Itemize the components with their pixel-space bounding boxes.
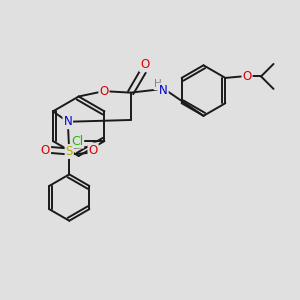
Text: O: O xyxy=(242,70,252,83)
Text: Cl: Cl xyxy=(71,135,83,148)
Text: N: N xyxy=(63,115,72,128)
Text: O: O xyxy=(140,58,149,71)
Text: O: O xyxy=(88,143,98,157)
Text: H: H xyxy=(154,79,162,89)
Text: N: N xyxy=(159,84,168,97)
Text: O: O xyxy=(41,143,50,157)
Text: O: O xyxy=(99,85,109,98)
Text: S: S xyxy=(66,145,73,158)
